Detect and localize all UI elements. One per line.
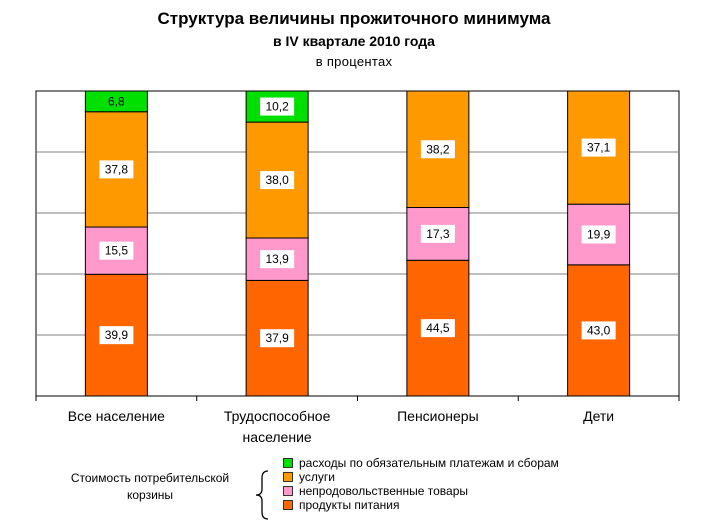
data-label: 6,8 — [108, 94, 125, 108]
legend-item: услуги — [283, 470, 335, 484]
category-label: Дети — [583, 408, 614, 424]
brace-icon — [255, 470, 269, 520]
legend-item: непродовольственные товары — [283, 484, 468, 498]
chart-unit: в процентах — [315, 54, 393, 69]
data-label: 15,5 — [105, 244, 129, 258]
bar-segment — [84, 90, 148, 113]
data-label-box — [260, 97, 295, 116]
category-label: Трудоспособное — [224, 408, 331, 424]
data-label: 17,3 — [426, 227, 450, 241]
data-label-box — [420, 319, 455, 338]
data-label-box — [581, 138, 616, 157]
legend-item: расходы по обязательным платежам и сбора… — [283, 456, 559, 470]
data-label-box — [420, 224, 455, 243]
chart-title: Структура величины прожиточного минимума — [157, 9, 551, 28]
legend-label: услуги — [299, 470, 335, 484]
data-label: 37,8 — [105, 162, 129, 176]
legend-caption: Стоимость потребительской корзины — [70, 471, 230, 502]
data-label-box — [99, 326, 134, 345]
data-label-box — [420, 140, 455, 159]
data-label-box — [581, 321, 616, 340]
legend-label: непродовольственные товары — [299, 484, 469, 498]
legend-swatch — [283, 486, 293, 496]
data-label: 43,0 — [587, 323, 611, 337]
data-label: 13,9 — [265, 252, 289, 266]
data-label: 37,1 — [587, 141, 611, 155]
category-label: Все население — [68, 408, 165, 424]
data-label: 44,5 — [426, 321, 450, 335]
data-label: 19,9 — [587, 228, 611, 242]
legend-swatch — [283, 500, 293, 510]
data-label-box — [99, 160, 134, 179]
legend-label: продукты питания — [299, 498, 400, 512]
chart-subtitle: в IV квартале 2010 года — [273, 33, 435, 49]
legend-label: расходы по обязательным платежам и сбора… — [299, 456, 559, 470]
category-label: население — [243, 429, 312, 445]
data-label-box — [260, 250, 295, 269]
data-label: 10,2 — [265, 100, 289, 114]
legend-swatch — [283, 472, 293, 482]
data-label-box — [260, 171, 295, 190]
data-label-box — [581, 225, 616, 244]
data-label-box — [99, 241, 134, 260]
data-label: 38,2 — [426, 142, 450, 156]
data-label: 39,9 — [105, 328, 129, 342]
data-label: 38,0 — [265, 173, 289, 187]
legend-item: продукты питания — [283, 498, 400, 512]
legend-swatch — [283, 458, 293, 468]
data-label-box — [260, 329, 295, 348]
data-label: 37,9 — [265, 331, 289, 345]
category-label: Пенсионеры — [397, 408, 479, 424]
